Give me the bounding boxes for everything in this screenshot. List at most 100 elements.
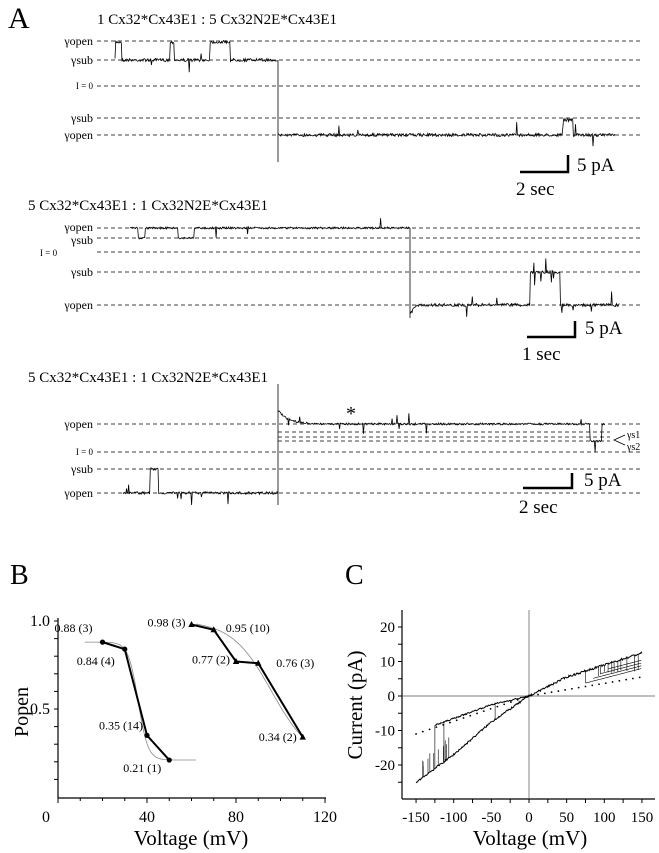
- data-point-circle: [144, 732, 150, 739]
- y-tick-label: 10: [380, 655, 395, 671]
- data-point-triangle: [299, 733, 306, 740]
- trace-3-scale-current: 5 pA: [584, 470, 622, 491]
- data-point-circle: [166, 757, 172, 763]
- trace-2-level-open-bottom: γopen: [63, 298, 93, 312]
- trace-2-scale-bar: 5 pA 1 sec: [522, 318, 623, 365]
- iv-sub-curve: [434, 694, 530, 726]
- y-tick-label: 0: [388, 689, 396, 705]
- iv-dotted-point: [496, 705, 499, 708]
- y-tick-label: -20: [375, 758, 395, 774]
- data-label: 0.34 (2): [259, 730, 297, 744]
- iv-dotted-point: [604, 682, 607, 684]
- trace-2-level-sub-bottom: γsub: [70, 265, 93, 279]
- current-trace: [409, 258, 620, 317]
- x-tick-label: -150: [402, 810, 430, 826]
- x-tick-label: 80: [228, 809, 244, 826]
- trace-2-signal: [97, 218, 640, 318]
- data-point-circle: [99, 639, 106, 645]
- iv-dotted-point: [632, 677, 634, 680]
- iv-dotted-point: [455, 719, 458, 722]
- x-tick-label: 40: [139, 809, 155, 826]
- iv-dotted-point: [638, 676, 641, 679]
- iv-dotted-point: [571, 687, 573, 690]
- iv-dotted-point: [476, 712, 478, 715]
- x-tick-label: -50: [481, 810, 501, 826]
- trace-1-level-open-top: γopen: [63, 34, 93, 48]
- iv-sub-curve: [600, 662, 642, 674]
- data-point-circle: [122, 646, 128, 652]
- scale-bar-lines: [527, 321, 577, 339]
- x-tick-label: 0: [42, 809, 50, 826]
- trace-3-level-s2: γs2: [626, 442, 640, 453]
- current-trace: [129, 218, 411, 240]
- iv-dotted-point: [462, 717, 465, 719]
- trace-2-level-zero: I = 0: [40, 248, 58, 258]
- iv-dotted-point: [523, 696, 526, 699]
- x-tick-label: 100: [593, 810, 616, 826]
- b-x-axis-label: Voltage (mV): [134, 826, 249, 850]
- fit-curve: [195, 623, 304, 738]
- x-tick-label: 150: [631, 810, 654, 826]
- trace-2-scale-time: 1 sec: [522, 344, 561, 365]
- x-tick-label: -100: [440, 810, 468, 826]
- trace-3: 5 Cx32*Cx43E1 : 1 Cx32N2E*Cx43E1 γopen I…: [28, 370, 640, 518]
- trace-3-level-pointers: [613, 434, 626, 446]
- current-trace: [277, 117, 616, 147]
- data-label: 0.77 (2): [192, 652, 230, 666]
- data-label: 0.76 (3): [276, 656, 314, 670]
- data-point-triangle: [210, 626, 217, 633]
- panel-a: A 1 Cx32*Cx43E1 : 5 Cx32N2E*Cx43E1 γopen…: [8, 2, 640, 518]
- iv-dotted-point: [550, 691, 553, 694]
- panel-a-letter: A: [8, 2, 30, 35]
- iv-dotted-point: [503, 703, 506, 706]
- data-label: 0.88 (3): [55, 621, 93, 635]
- trace-1-title: 1 Cx32*Cx43E1 : 5 Cx32N2E*Cx43E1: [97, 12, 337, 28]
- trace-3-scale-bar: 5 pA 2 sec: [519, 470, 622, 518]
- data-line: [191, 623, 304, 738]
- trace-3-level-open-top: γopen: [63, 417, 93, 431]
- iv-dotted-point: [611, 681, 614, 683]
- iv-dotted-point: [442, 723, 445, 726]
- trace-1-level-sub-top: γsub: [70, 53, 93, 67]
- trace-1-scale-time: 2 sec: [516, 179, 555, 200]
- y-tick-label: 0.5: [30, 701, 50, 718]
- data-point-triangle: [232, 657, 240, 664]
- y-tick-label: 20: [380, 620, 395, 636]
- iv-dotted-point: [625, 678, 628, 681]
- panel-b-letter: B: [10, 560, 29, 591]
- scale-bar-lines: [523, 473, 574, 490]
- data-label: 0.84 (4): [77, 654, 115, 668]
- iv-sub-curve: [608, 660, 642, 670]
- current-trace: [114, 39, 278, 73]
- trace-1-signal: [97, 39, 640, 162]
- trace-2-title: 5 Cx32*Cx43E1 : 1 Cx32N2E*Cx43E1: [28, 198, 268, 214]
- iv-dotted-point: [482, 710, 485, 713]
- trace-1-level-open-bottom: γopen: [63, 128, 93, 142]
- iv-dotted-point: [618, 679, 621, 682]
- data-point-triangle: [255, 659, 262, 666]
- data-label: 0.95 (10): [226, 621, 270, 635]
- iv-dotted-point: [428, 728, 431, 731]
- trace-2-level-sub-top: γsub: [70, 233, 93, 247]
- trace-3-level-sub: γsub: [70, 462, 93, 476]
- iv-dotted-point: [489, 708, 492, 710]
- y-tick-label: 1.0: [30, 613, 50, 630]
- iv-dotted-point: [435, 726, 438, 729]
- trace-2: 5 Cx32*Cx43E1 : 1 Cx32N2E*Cx43E1 γopen γ…: [28, 198, 640, 365]
- data-label: 0.35 (14): [99, 718, 143, 732]
- b-y-axis-label: Popen: [11, 687, 33, 737]
- iv-dotted-point: [449, 721, 451, 724]
- x-tick-label: 0: [525, 810, 533, 826]
- c-y-axis-label: Current (pA): [343, 650, 367, 759]
- iv-dotted-point: [591, 684, 594, 687]
- iv-dotted-point: [421, 730, 424, 733]
- iv-dotted-point: [543, 692, 546, 695]
- data-label: 0.21 (1): [123, 761, 161, 775]
- iv-dotted-point: [469, 714, 472, 717]
- iv-dotted-point: [598, 683, 600, 686]
- trace-3-signal: [97, 384, 640, 506]
- popen-chart: 0 40 80 120 0.5 1.0 0.88 (3) 0.84 (4) 0.35 (14) 0…: [30, 613, 337, 826]
